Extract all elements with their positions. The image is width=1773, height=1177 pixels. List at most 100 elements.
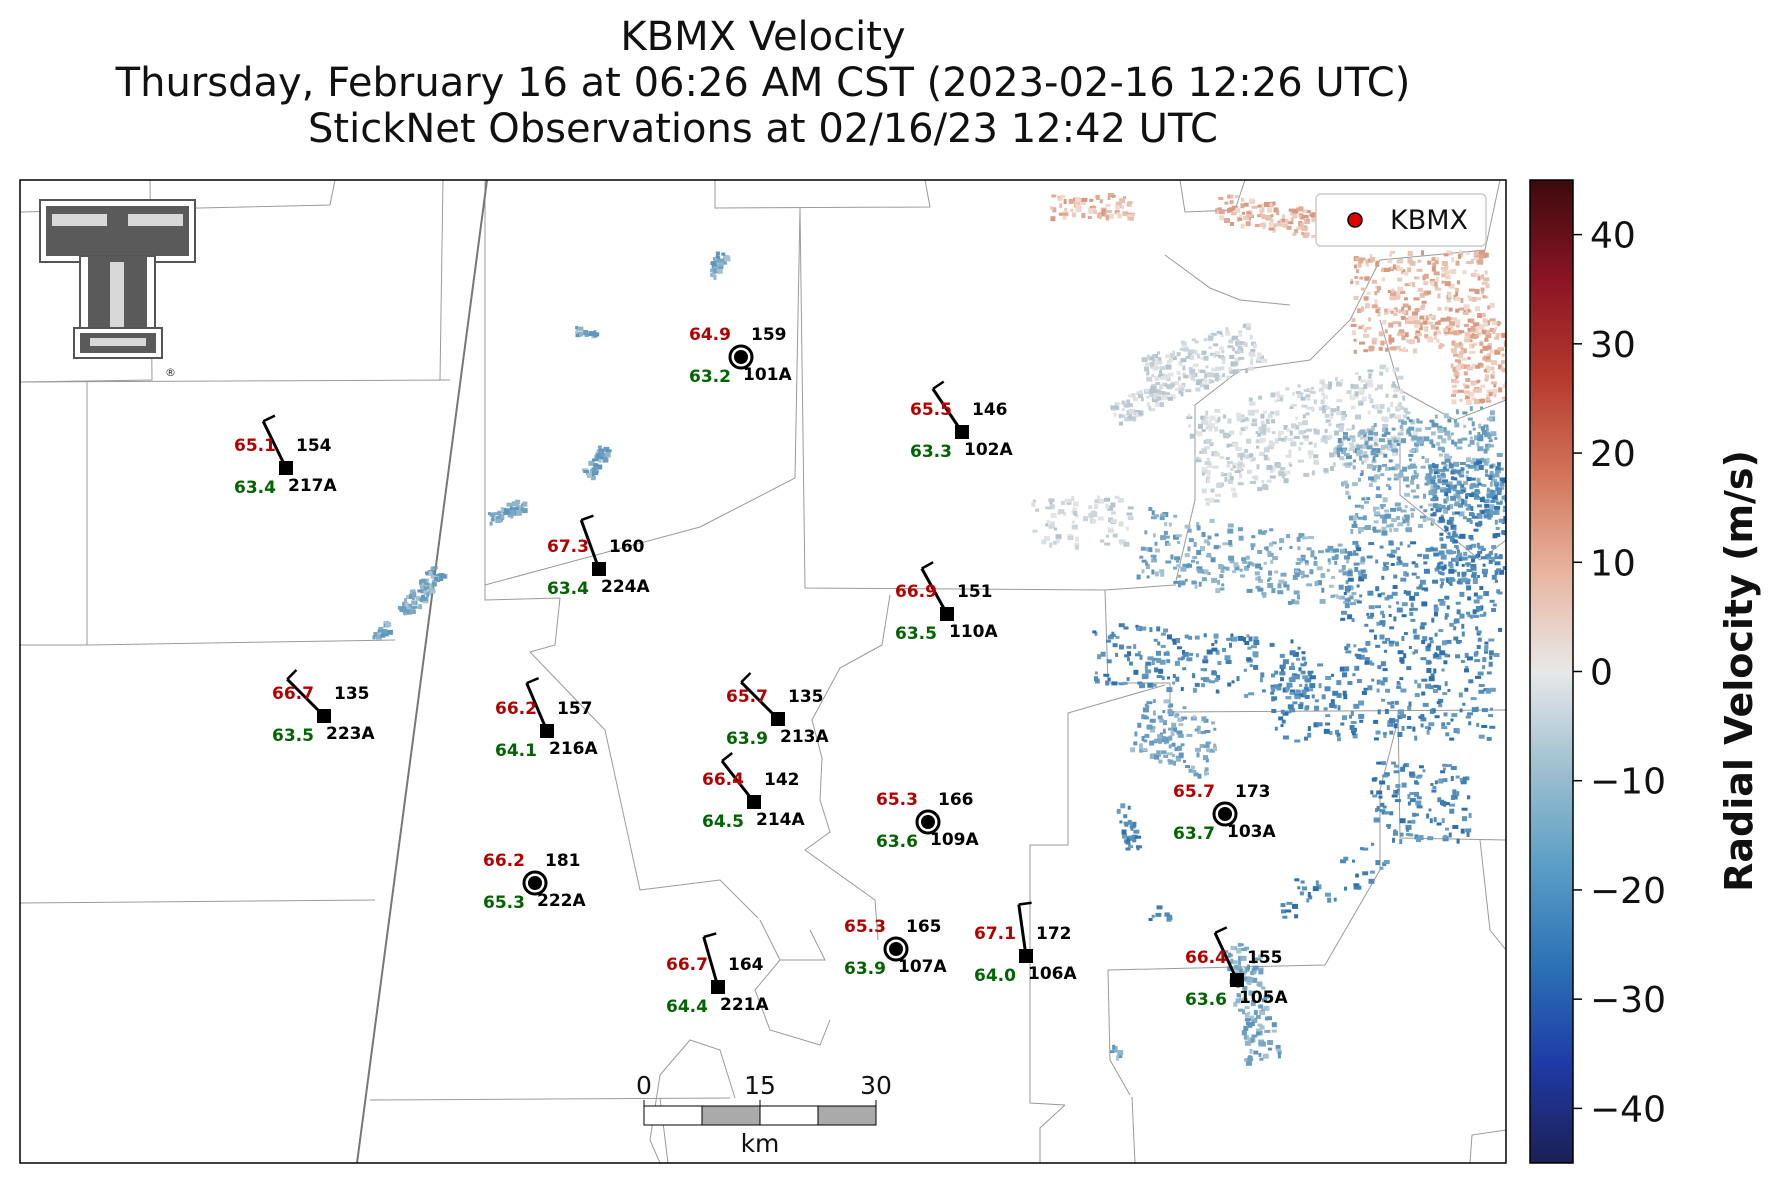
station-wind-direction: 154	[296, 436, 332, 456]
station-dewpoint: 63.7	[1173, 824, 1215, 844]
logo-registered-mark: ®	[165, 366, 176, 379]
station-105A[interactable]: 66.4 155 63.6 105A	[1185, 926, 1288, 1010]
county-boundaries	[20, 180, 1506, 1163]
radar-velocity-echoes	[372, 193, 1506, 1066]
station-101A[interactable]: 64.9 159 63.2 101A	[689, 325, 792, 387]
station-dewpoint: 64.0	[974, 966, 1016, 986]
station-wind-direction: 172	[1036, 924, 1072, 944]
colorbar-tick-label: −40	[1590, 1089, 1666, 1130]
station-222A[interactable]: 66.2 181 65.3 222A	[483, 851, 586, 913]
station-wind-direction: 166	[938, 790, 974, 810]
station-temperature: 66.9	[895, 582, 937, 602]
title-line-datetime: Thursday, February 16 at 06:26 AM CST (2…	[115, 60, 1411, 106]
station-marker	[528, 876, 542, 890]
wind-barb-flag	[932, 380, 945, 390]
station-wind-direction: 146	[972, 400, 1008, 420]
station-wind-direction: 135	[334, 684, 370, 704]
station-103A[interactable]: 65.7 173 63.7 103A	[1173, 782, 1276, 844]
station-id: 213A	[780, 727, 829, 747]
scale-unit: km	[741, 1129, 780, 1158]
station-temperature: 65.7	[726, 687, 768, 707]
station-223A[interactable]: 66.7 135 63.5 223A	[272, 669, 375, 746]
legend-label: KBMX	[1390, 205, 1468, 236]
station-calm-marker	[915, 809, 941, 835]
texas-tech-double-t-logo: ®	[39, 199, 196, 379]
station-id: 103A	[1227, 822, 1276, 842]
station-wind-direction: 181	[545, 851, 581, 871]
station-temperature: 65.5	[910, 400, 952, 420]
colorbar-label: Radial Velocity (m/s)	[1717, 450, 1761, 892]
station-temperature: 65.1	[234, 436, 276, 456]
station-temperature: 66.4	[1185, 948, 1227, 968]
map-area[interactable]	[20, 180, 1506, 1163]
station-calm-marker	[728, 344, 754, 370]
map-legend[interactable]: KBMX	[1315, 193, 1487, 247]
station-dewpoint: 63.2	[689, 367, 731, 387]
station-109A[interactable]: 65.3 166 63.6 109A	[876, 790, 979, 852]
station-temperature: 67.3	[547, 537, 589, 557]
colorbar-tick-label: −30	[1590, 980, 1666, 1021]
wind-barb-staff	[1017, 904, 1028, 957]
station-calm-marker	[522, 870, 548, 896]
station-wind-direction: 135	[788, 687, 824, 707]
wind-barb-staff	[261, 420, 288, 469]
station-dewpoint: 63.4	[234, 478, 276, 498]
station-temperature: 67.1	[974, 924, 1016, 944]
station-wind-direction: 165	[906, 917, 942, 937]
station-temperature: 66.2	[495, 699, 537, 719]
station-wind-direction: 159	[751, 325, 787, 345]
station-dewpoint: 64.5	[702, 812, 744, 832]
wind-barb-flag	[526, 676, 540, 685]
station-id: 217A	[288, 476, 337, 496]
station-102A[interactable]: 65.5 146 63.3 102A	[910, 380, 1013, 462]
station-dewpoint: 63.6	[1185, 990, 1227, 1010]
wind-barb-staff	[920, 567, 949, 615]
wind-barb-staff	[286, 678, 326, 718]
station-calm-marker	[883, 936, 909, 962]
wind-barb-flag	[921, 561, 934, 570]
station-calm-marker	[1212, 801, 1238, 827]
station-107A[interactable]: 65.3 165 63.9 107A	[844, 917, 947, 979]
station-wind-direction: 160	[609, 537, 645, 557]
station-wind-direction: 164	[728, 955, 764, 975]
station-216A[interactable]: 66.2 157 64.1 216A	[495, 676, 598, 761]
wind-barb-flag	[1018, 901, 1032, 906]
station-dewpoint: 63.4	[547, 579, 589, 599]
station-106A[interactable]: 67.1 172 64.0 106A	[974, 901, 1077, 986]
state-boundary	[356, 180, 488, 1163]
station-id: 102A	[964, 440, 1013, 460]
station-temperature: 66.4	[702, 770, 744, 790]
station-dewpoint: 65.3	[483, 893, 525, 913]
map-frame	[19, 179, 1507, 1164]
sticknet-stations: 64.9 159 63.2 101A 65.1 154 63.4 217A 65.5 146 63.…	[234, 325, 1288, 1017]
station-110A[interactable]: 66.9 151 63.5 110A	[895, 561, 998, 644]
colorbar-tick-label: −10	[1590, 762, 1666, 803]
station-221A[interactable]: 66.7 164 64.4 221A	[666, 932, 769, 1017]
station-217A[interactable]: 65.1 154 63.4 217A	[234, 414, 337, 498]
station-temperature: 66.2	[483, 851, 525, 871]
wind-barb-staff	[702, 936, 720, 988]
colorbar-tick-label: 40	[1590, 216, 1636, 257]
colorbar-tick-label: 0	[1590, 653, 1613, 694]
station-224A[interactable]: 67.3 160 63.4 224A	[547, 514, 650, 599]
station-id: 221A	[720, 995, 769, 1015]
colorbar-tick-label: 30	[1590, 325, 1636, 366]
station-dewpoint: 64.1	[495, 741, 537, 761]
wind-barb-staff	[740, 681, 780, 721]
scale-label-0: 0	[636, 1071, 652, 1100]
station-dewpoint: 63.3	[910, 442, 952, 462]
station-213A[interactable]: 65.7 135 63.9 213A	[726, 672, 829, 749]
station-wind-direction: 155	[1247, 948, 1283, 968]
station-id: 222A	[537, 891, 586, 911]
station-dewpoint: 63.9	[726, 729, 768, 749]
station-214A[interactable]: 66.4 142 64.5 214A	[702, 752, 805, 832]
station-dewpoint: 63.5	[272, 726, 314, 746]
station-temperature: 66.7	[272, 684, 314, 704]
station-id: 105A	[1239, 988, 1288, 1008]
wind-barb-flag	[740, 672, 752, 684]
station-id: 107A	[898, 957, 947, 977]
station-id: 224A	[601, 577, 650, 597]
station-temperature: 65.3	[844, 917, 886, 937]
station-marker	[734, 350, 748, 364]
station-marker	[1218, 807, 1232, 821]
